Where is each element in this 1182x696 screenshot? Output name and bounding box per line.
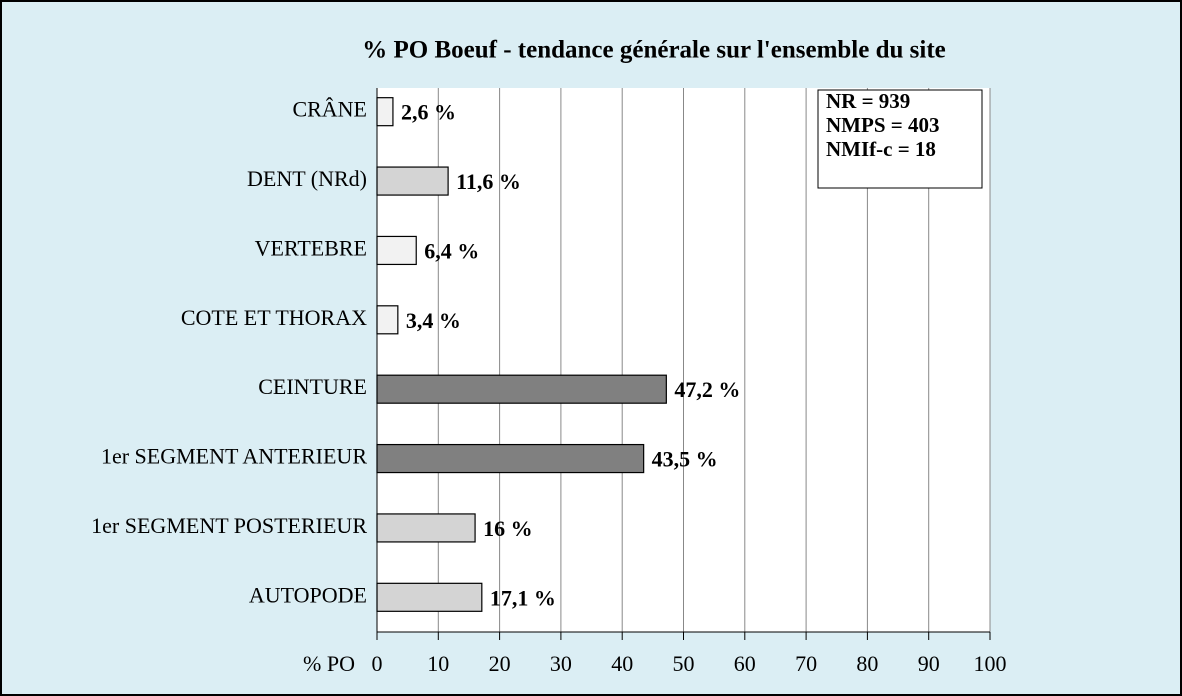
bar (376, 582, 483, 612)
data-label: 47,2 % (674, 377, 740, 402)
x-tick-label: 80 (856, 651, 878, 676)
y-tick-label: CEINTURE (258, 374, 367, 399)
x-tick-label: 100 (974, 651, 1007, 676)
chart-title: % PO Boeuf - tendance générale sur l'ens… (362, 37, 946, 64)
y-tick-label: 1er SEGMENT ANTERIEUR (101, 444, 367, 469)
data-label: 2,6 % (401, 100, 456, 125)
y-tick-label: COTE ET THORAX (181, 305, 367, 330)
bar (376, 235, 417, 266)
bar (376, 443, 645, 474)
x-tick-label: 90 (918, 651, 940, 676)
x-tick-label: 0 (372, 651, 383, 676)
x-axis-label: % PO (303, 651, 355, 676)
y-tick-label: 1er SEGMENT POSTERIEUR (91, 513, 367, 538)
x-tick-label: 70 (795, 651, 817, 676)
x-tick-label: 40 (611, 651, 633, 676)
bar (376, 374, 667, 404)
data-label: 6,4 % (424, 238, 479, 263)
x-tick-label: 60 (734, 651, 756, 676)
x-tick-label: 10 (427, 651, 449, 676)
bar (376, 305, 399, 335)
x-tick-label: 50 (673, 651, 695, 676)
annotation-text: NMPS = 403 (826, 113, 939, 137)
data-label: 17,1 % (490, 585, 556, 610)
annotation-text: NMIf-c = 18 (826, 137, 936, 161)
y-tick-label: CRÂNE (292, 97, 367, 122)
annotation-text: NR = 939 (826, 89, 910, 113)
x-tick-label: 20 (489, 651, 511, 676)
data-label: 3,4 % (406, 308, 461, 333)
bar (376, 97, 394, 127)
annotation-box (817, 89, 983, 189)
data-label: 11,6 % (456, 169, 521, 194)
x-tick-label: 30 (550, 651, 572, 676)
y-tick-label: AUTOPODE (249, 582, 367, 607)
data-label: 43,5 % (652, 447, 718, 472)
bar (376, 513, 476, 543)
data-label: 16 % (483, 516, 532, 541)
y-tick-label: DENT (NRd) (247, 166, 367, 191)
y-tick-label: VERTEBRE (255, 235, 367, 260)
bar (376, 166, 449, 196)
